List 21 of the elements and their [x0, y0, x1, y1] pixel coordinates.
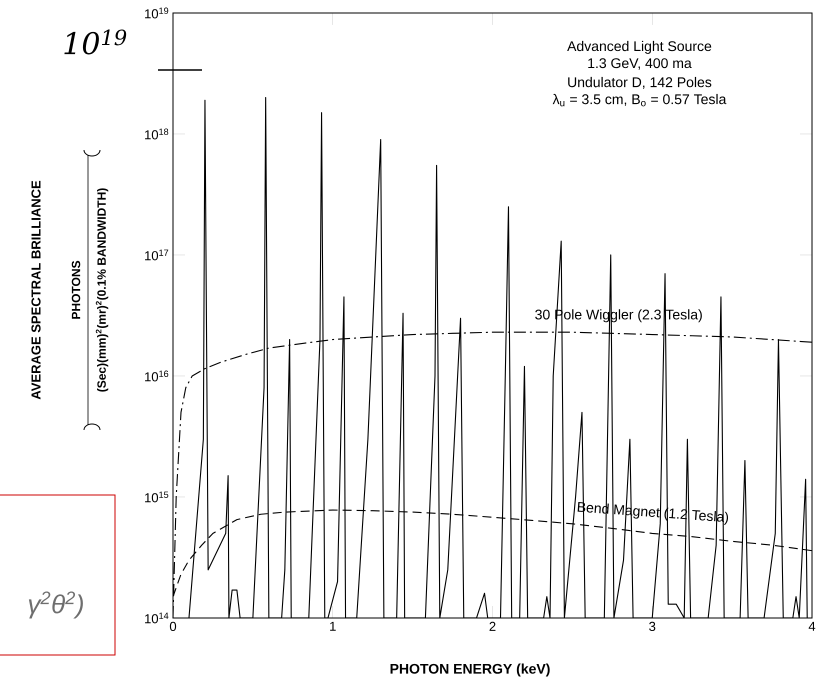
x-axis-title: PHOTON ENERGY (keV) [390, 663, 550, 677]
annotation: Undulator D, 142 Poles [568, 76, 712, 89]
text: AVERAGE SPECTRAL BRILLIANCE [31, 180, 41, 400]
text: 10$^{19}$ [64, 29, 126, 55]
y-tick-label: 10$^{16}$ [145, 370, 168, 382]
y-tick-label: 10$^{18}$ [145, 128, 168, 140]
x-tick-label: 1 [330, 622, 336, 631]
text: γ$^{2}$θ$^{2}$) [28, 591, 83, 619]
x-tick-label: 0 [170, 622, 176, 632]
annotation: Advanced Light Source [567, 40, 712, 54]
x-tick-label: 3 [649, 622, 656, 632]
annotation: 1.3 GeV, 400 ma [588, 58, 692, 70]
text: PHOTONS [72, 260, 80, 319]
annotation: λ$_{u}$ = 3.5 cm, B$_{o}$ = 0.57 Tesla [552, 94, 726, 106]
text: (Sec)(mm)$^{2}$(mr)$^{2}$(0.1% BANDWIDTH) [96, 188, 108, 392]
y-tick-label: 10$^{17}$ [145, 250, 168, 260]
y-tick-label: 10$^{15}$ [145, 492, 168, 502]
x-tick-label: 4 [808, 622, 816, 631]
y-tick-label: 10$^{14}$ [145, 612, 168, 624]
y-tick-label: 10$^{19}$ [145, 8, 168, 18]
x-tick-label: 2 [490, 622, 496, 631]
